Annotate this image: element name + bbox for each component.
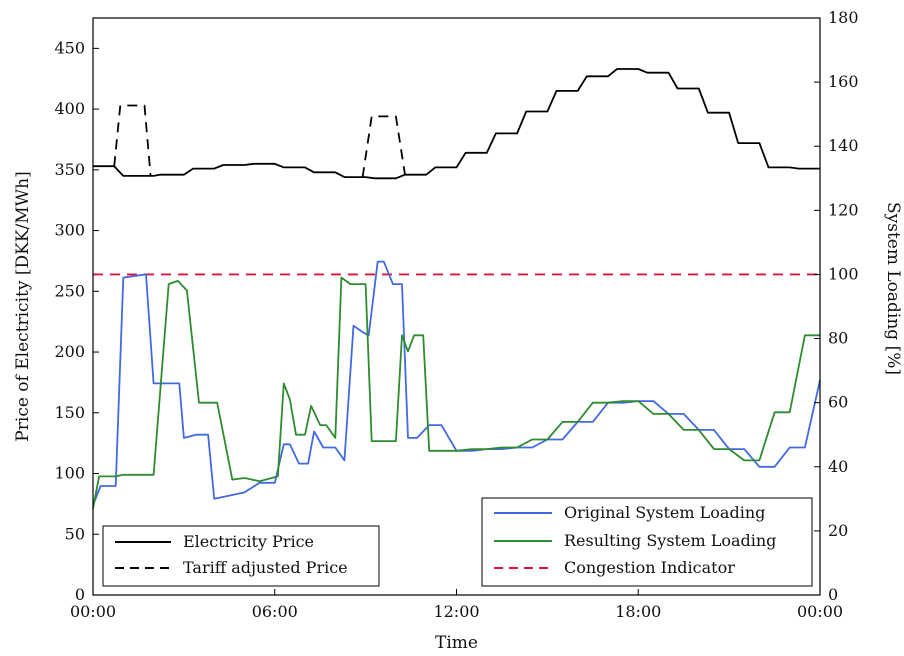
y-left-tick-label: 250 — [54, 281, 85, 300]
y-right-tick-label: 140 — [828, 136, 859, 155]
y-right-tick-label: 0 — [828, 585, 838, 604]
x-axis-title: Time — [435, 633, 478, 653]
series-resulting-system-loading — [92, 276, 820, 509]
y-right-tick-label: 20 — [828, 521, 848, 540]
legend-label-electricity-price: Electricity Price — [183, 532, 314, 551]
legend-price: Electricity Price Tariff adjusted Price — [102, 525, 380, 587]
x-tick-label: 18:00 — [615, 602, 661, 621]
series-tariff-adjusted-price — [113, 104, 152, 176]
y-right-tick-label: 60 — [828, 393, 848, 412]
legend-price-box — [102, 525, 380, 587]
y-left-tick-label: 100 — [54, 464, 85, 483]
x-tick-label: 12:00 — [433, 602, 479, 621]
series-original-system-loading — [92, 260, 821, 506]
series-electricity-price — [93, 68, 820, 180]
y-right-tick-label: 120 — [828, 200, 859, 219]
y-axis-right-title: System Loading [%] — [883, 202, 903, 375]
y-right-tick-label: 160 — [828, 72, 859, 91]
x-tick-label: 00:00 — [70, 602, 116, 621]
legend-label-congestion-indicator: Congestion Indicator — [564, 558, 735, 577]
y-axis-left-title: Price of Electricity [DKK/MWh] — [13, 171, 33, 441]
series-tariff-adjusted-price — [361, 115, 406, 178]
y-left-tick-label: 0 — [75, 585, 85, 604]
x-tick-label: 00:00 — [797, 602, 843, 621]
y-left-tick-label: 150 — [54, 403, 85, 422]
y-left-tick-label: 350 — [54, 160, 85, 179]
y-left-tick-label: 300 — [54, 221, 85, 240]
y-left-tick-label: 200 — [54, 342, 85, 361]
legend-label-original-system-loading: Original System Loading — [564, 503, 765, 522]
legend-loading: Original System Loading Resulting System… — [481, 497, 813, 587]
y-right-tick-label: 80 — [828, 329, 848, 348]
y-left-tick-label: 50 — [65, 524, 85, 543]
y-right-tick-label: 180 — [828, 8, 859, 27]
y-right-tick-label: 40 — [828, 457, 848, 476]
y-right-tick-label: 100 — [828, 264, 859, 283]
series-layer — [92, 68, 821, 509]
y-left-tick-label: 400 — [54, 99, 85, 118]
ticks-layer: 00:00 06:00 12:00 18:00 00:00050100150200250… — [54, 8, 858, 621]
legend-label-tariff-adjusted-price: Tariff adjusted Price — [183, 558, 348, 577]
y-left-tick-label: 450 — [54, 38, 85, 57]
legend-label-resulting-system-loading: Resulting System Loading — [564, 531, 776, 550]
x-tick-label: 06:00 — [252, 602, 298, 621]
